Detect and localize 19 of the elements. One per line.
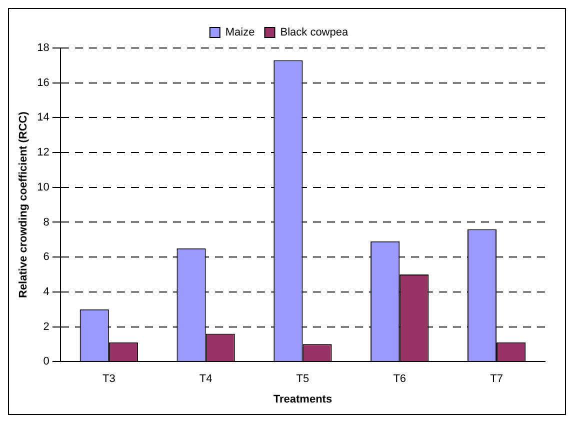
- y-axis-title: Relative crowding coefficient (RCC): [18, 111, 30, 298]
- y-tick-label: 14: [37, 112, 50, 124]
- x-tick-label: T4: [199, 373, 212, 386]
- y-tick-label: 2: [43, 320, 50, 333]
- y-tick-label: 12: [37, 146, 50, 159]
- x-tick-label: T6: [393, 373, 406, 386]
- y-tick-label: 0: [43, 356, 50, 368]
- y-tick-label: 10: [37, 181, 50, 194]
- x-axis-title: Treatments: [273, 393, 332, 406]
- x-tick-label: T3: [102, 373, 116, 386]
- legend-label: Black cowpea: [280, 26, 349, 39]
- x-tick-label: T7: [490, 373, 503, 386]
- legend-label: Maize: [225, 26, 255, 39]
- y-tick-label: 16: [37, 76, 50, 89]
- y-tick-label: 8: [43, 216, 50, 228]
- x-tick-label: T5: [296, 373, 310, 386]
- y-tick-label: 18: [37, 42, 50, 54]
- y-tick-label: 6: [43, 251, 50, 264]
- y-tick-label: 4: [43, 286, 50, 298]
